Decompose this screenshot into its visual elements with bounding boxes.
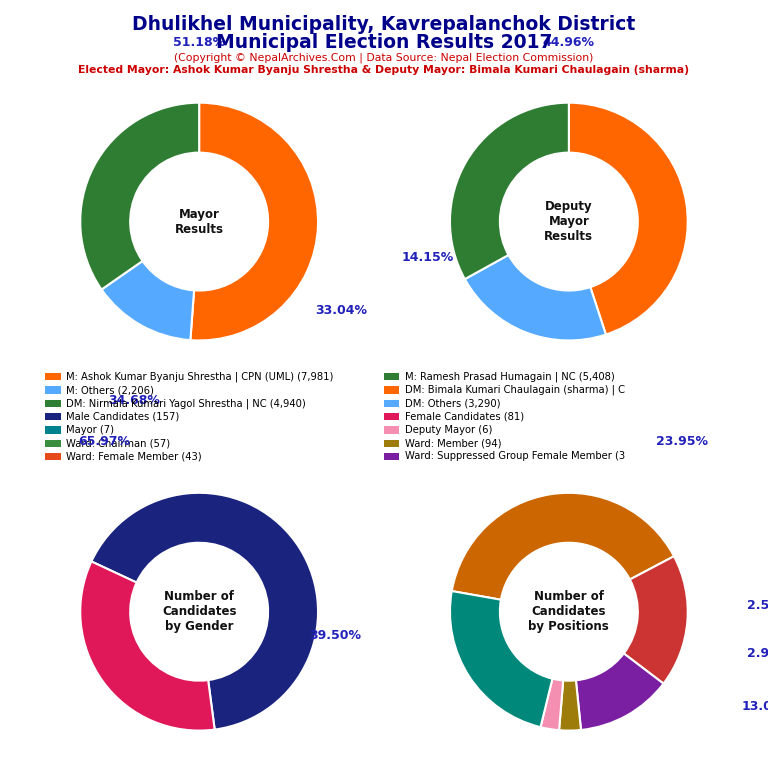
Wedge shape <box>101 261 194 340</box>
Text: Ward: Member (94): Ward: Member (94) <box>405 439 502 449</box>
Text: Deputy
Mayor
Results: Deputy Mayor Results <box>545 200 594 243</box>
Text: M: Others (2,206): M: Others (2,206) <box>66 385 154 395</box>
Bar <box>384 453 399 460</box>
Wedge shape <box>465 255 606 340</box>
Wedge shape <box>91 493 318 730</box>
Text: 44.96%: 44.96% <box>543 36 595 49</box>
Text: 2.52%: 2.52% <box>747 599 768 612</box>
Text: 13.03%: 13.03% <box>741 700 768 713</box>
Bar <box>384 413 399 420</box>
Text: Ward: Chairman (57): Ward: Chairman (57) <box>66 439 170 449</box>
Bar <box>45 386 61 394</box>
Bar <box>45 399 61 407</box>
Text: Dhulikhel Municipality, Kavrepalanchok District: Dhulikhel Municipality, Kavrepalanchok D… <box>132 15 636 35</box>
Text: Elected Mayor: Ashok Kumar Byanju Shrestha & Deputy Mayor: Bimala Kumari Chaulag: Elected Mayor: Ashok Kumar Byanju Shrest… <box>78 65 690 74</box>
Bar <box>384 439 399 447</box>
Bar <box>45 413 61 420</box>
Wedge shape <box>541 679 563 730</box>
Wedge shape <box>450 591 552 727</box>
Bar <box>45 439 61 447</box>
Text: Mayor (7): Mayor (7) <box>66 425 114 435</box>
Bar <box>384 426 399 434</box>
Wedge shape <box>80 561 215 730</box>
Text: M: Ramesh Prasad Humagain | NC (5,408): M: Ramesh Prasad Humagain | NC (5,408) <box>405 372 614 382</box>
Text: Number of
Candidates
by Gender: Number of Candidates by Gender <box>162 590 237 633</box>
Text: (Copyright © NepalArchives.Com | Data Source: Nepal Election Commission): (Copyright © NepalArchives.Com | Data So… <box>174 52 594 63</box>
Wedge shape <box>624 556 688 684</box>
Text: 33.04%: 33.04% <box>315 304 367 317</box>
Bar <box>384 399 399 407</box>
Text: 23.95%: 23.95% <box>656 435 708 449</box>
Wedge shape <box>569 103 688 335</box>
Text: Deputy Mayor (6): Deputy Mayor (6) <box>405 425 492 435</box>
Text: Municipal Election Results 2017: Municipal Election Results 2017 <box>216 33 552 52</box>
Text: Ward: Female Member (43): Ward: Female Member (43) <box>66 452 202 462</box>
Text: Male Candidates (157): Male Candidates (157) <box>66 412 179 422</box>
Text: 65.97%: 65.97% <box>78 435 130 449</box>
Text: 39.50%: 39.50% <box>309 629 361 642</box>
Bar <box>384 386 399 394</box>
Bar <box>384 373 399 380</box>
Wedge shape <box>190 103 318 340</box>
Text: DM: Others (3,290): DM: Others (3,290) <box>405 399 500 409</box>
Text: Number of
Candidates
by Positions: Number of Candidates by Positions <box>528 590 609 633</box>
Text: 34.68%: 34.68% <box>108 394 160 407</box>
Wedge shape <box>450 103 569 279</box>
Wedge shape <box>559 680 581 730</box>
Wedge shape <box>576 654 664 730</box>
Text: 51.18%: 51.18% <box>173 36 225 49</box>
Wedge shape <box>452 493 674 600</box>
Bar <box>45 426 61 434</box>
Text: M: Ashok Kumar Byanju Shrestha | CPN (UML) (7,981): M: Ashok Kumar Byanju Shrestha | CPN (UM… <box>66 372 333 382</box>
Text: 14.15%: 14.15% <box>401 250 454 263</box>
Text: DM: Bimala Kumari Chaulagain (sharma) | C: DM: Bimala Kumari Chaulagain (sharma) | … <box>405 385 624 396</box>
Text: 2.94%: 2.94% <box>747 647 768 660</box>
Text: Mayor
Results: Mayor Results <box>174 207 223 236</box>
Bar <box>45 453 61 460</box>
Text: Female Candidates (81): Female Candidates (81) <box>405 412 524 422</box>
Bar <box>45 373 61 380</box>
Wedge shape <box>80 103 199 290</box>
Text: DM: Nirmala Kumari Yagol Shrestha | NC (4,940): DM: Nirmala Kumari Yagol Shrestha | NC (… <box>66 398 306 409</box>
Text: Ward: Suppressed Group Female Member (3: Ward: Suppressed Group Female Member (3 <box>405 452 625 462</box>
